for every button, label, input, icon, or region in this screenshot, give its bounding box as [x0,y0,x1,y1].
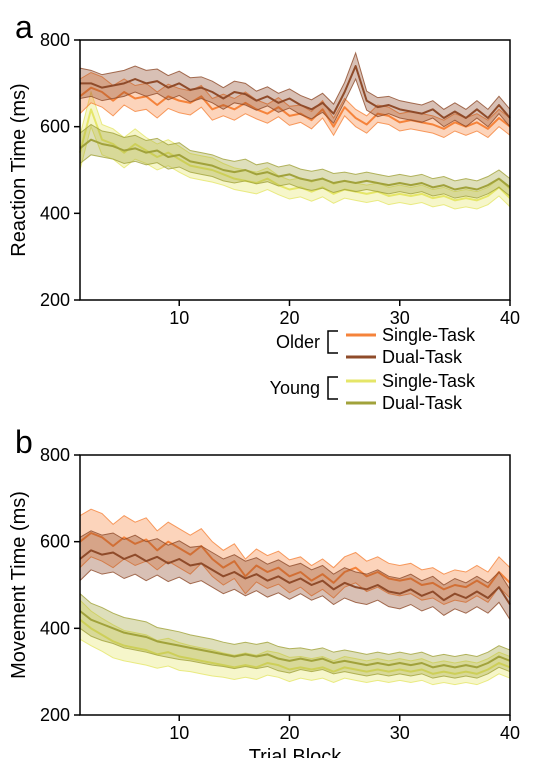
ytick-label: 400 [40,203,70,223]
ytick-label: 600 [40,532,70,552]
xtick-label: 40 [500,723,520,743]
figure: 200 400 600 800 10 20 30 40 Reaction Time (ms) a 2… [0,0,551,758]
ytick-label: 600 [40,117,70,137]
legend-bracket [328,377,338,399]
ytick-label: 800 [40,445,70,465]
ytick-label: 400 [40,618,70,638]
xtick-label: 40 [500,308,520,328]
xtick-label: 10 [169,308,189,328]
x-axis-label: Trial Block [249,746,343,758]
figure-svg: 200 400 600 800 10 20 30 40 Reaction Time (ms) a 2… [0,0,551,758]
xtick-label: 10 [169,723,189,743]
legend-group-label: Young [270,378,320,398]
legend-bracket [328,331,338,353]
legend-item-label: Dual-Task [382,393,463,413]
legend-group-label: Older [276,332,320,352]
legend-item-label: Dual-Task [382,347,463,367]
y-axis-label: Movement Time (ms) [8,491,30,679]
y-axis-label: Reaction Time (ms) [8,83,30,256]
legend-item-label: Single-Task [382,371,476,391]
xtick-label: 20 [279,723,299,743]
ytick-label: 200 [40,290,70,310]
xtick-label: 30 [390,723,410,743]
ytick-label: 800 [40,30,70,50]
panel-label: b [15,424,33,460]
ytick-label: 200 [40,705,70,725]
xtick-label: 20 [279,308,299,328]
panel-label: a [15,9,33,45]
legend-item-label: Single-Task [382,325,476,345]
